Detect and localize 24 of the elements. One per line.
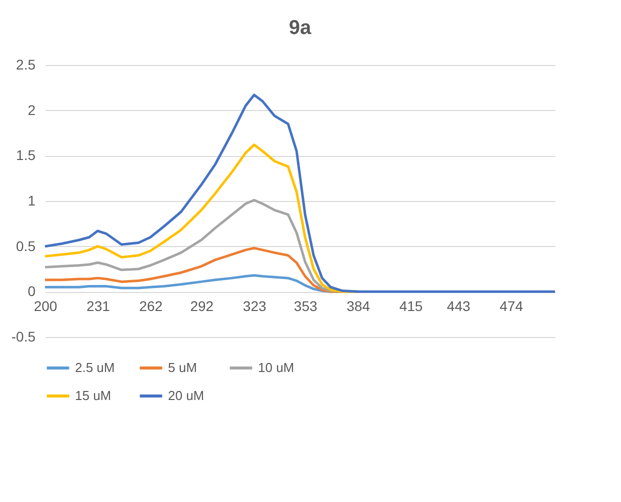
legend-label: 10 uM (258, 360, 294, 375)
y-tick-label: -0.5 (11, 328, 36, 344)
x-tick-label: 474 (500, 298, 524, 314)
y-tick-label: 0 (28, 283, 36, 300)
x-tick-label: 323 (242, 298, 266, 314)
x-tick-label: 353 (294, 298, 318, 314)
y-tick-label: 0.5 (16, 238, 36, 254)
x-tick-label: 200 (34, 298, 58, 314)
y-tick-label: 1 (28, 192, 36, 208)
legend-label: 20 uM (168, 388, 204, 403)
x-tick-label: 231 (86, 298, 110, 314)
legend-label: 2.5 uM (75, 360, 115, 375)
x-tick-label: 443 (446, 298, 470, 314)
x-tick-label: 415 (399, 298, 423, 314)
y-tick-label: 2 (28, 102, 36, 118)
x-tick-label: 384 (346, 298, 370, 314)
x-tick-label: 292 (190, 298, 214, 314)
line-series (44, 94, 556, 293)
legend-label: 5 uM (168, 360, 197, 375)
x-tick-label: 262 (139, 298, 163, 314)
chart-title: 9a (288, 17, 312, 39)
y-tick-label: 2.5 (16, 56, 36, 72)
legend-label: 15 uM (75, 388, 112, 403)
y-tick-label: 1.5 (16, 147, 36, 164)
